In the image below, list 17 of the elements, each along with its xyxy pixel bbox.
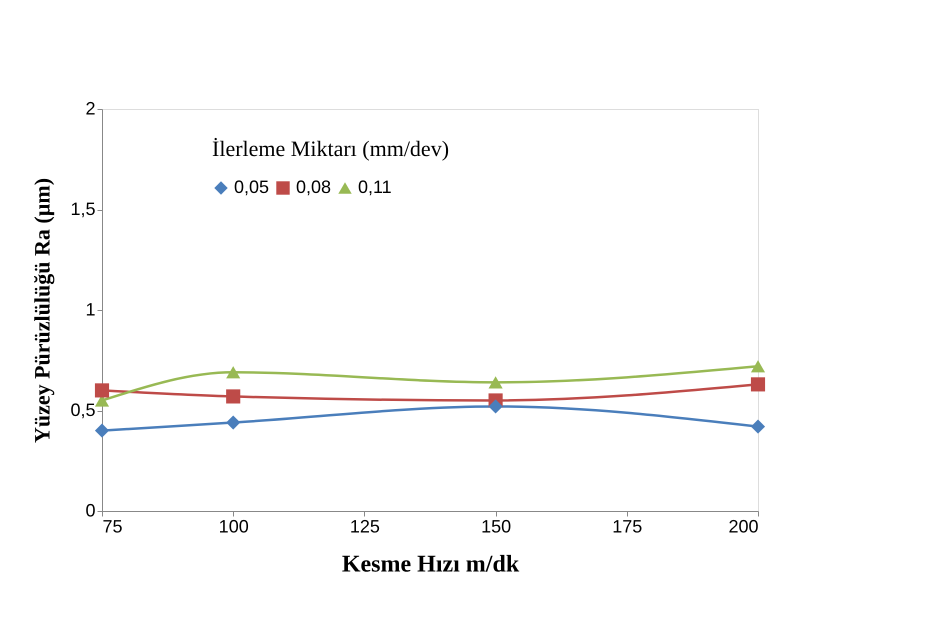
y-tick-label: 0,5 (70, 400, 96, 420)
y-tick-label: 0 (85, 500, 96, 520)
y-tick-label: 1 (85, 300, 96, 320)
x-tick-label: 125 (350, 516, 380, 536)
x-tick-label: 100 (218, 516, 249, 536)
y-tick-label: 2 (85, 98, 96, 118)
x-tick-label: 75 (102, 516, 123, 536)
legend-label: 0,11 (358, 177, 392, 197)
legend-label: 0,08 (296, 177, 332, 197)
x-tick-label: 200 (728, 516, 758, 536)
x-axis-title: Kesme Hızı m/dk (342, 552, 520, 578)
y-tick-label: 1,5 (70, 199, 96, 219)
x-tick-label: 150 (481, 516, 512, 536)
y-axis-title: Yüzey Pürüzlülüğü Ra (µm) (29, 178, 54, 444)
legend-label: 0,05 (234, 177, 270, 197)
x-tick-label: 175 (612, 516, 642, 536)
legend-title: İlerleme Miktarı (mm/dev) (212, 136, 450, 161)
